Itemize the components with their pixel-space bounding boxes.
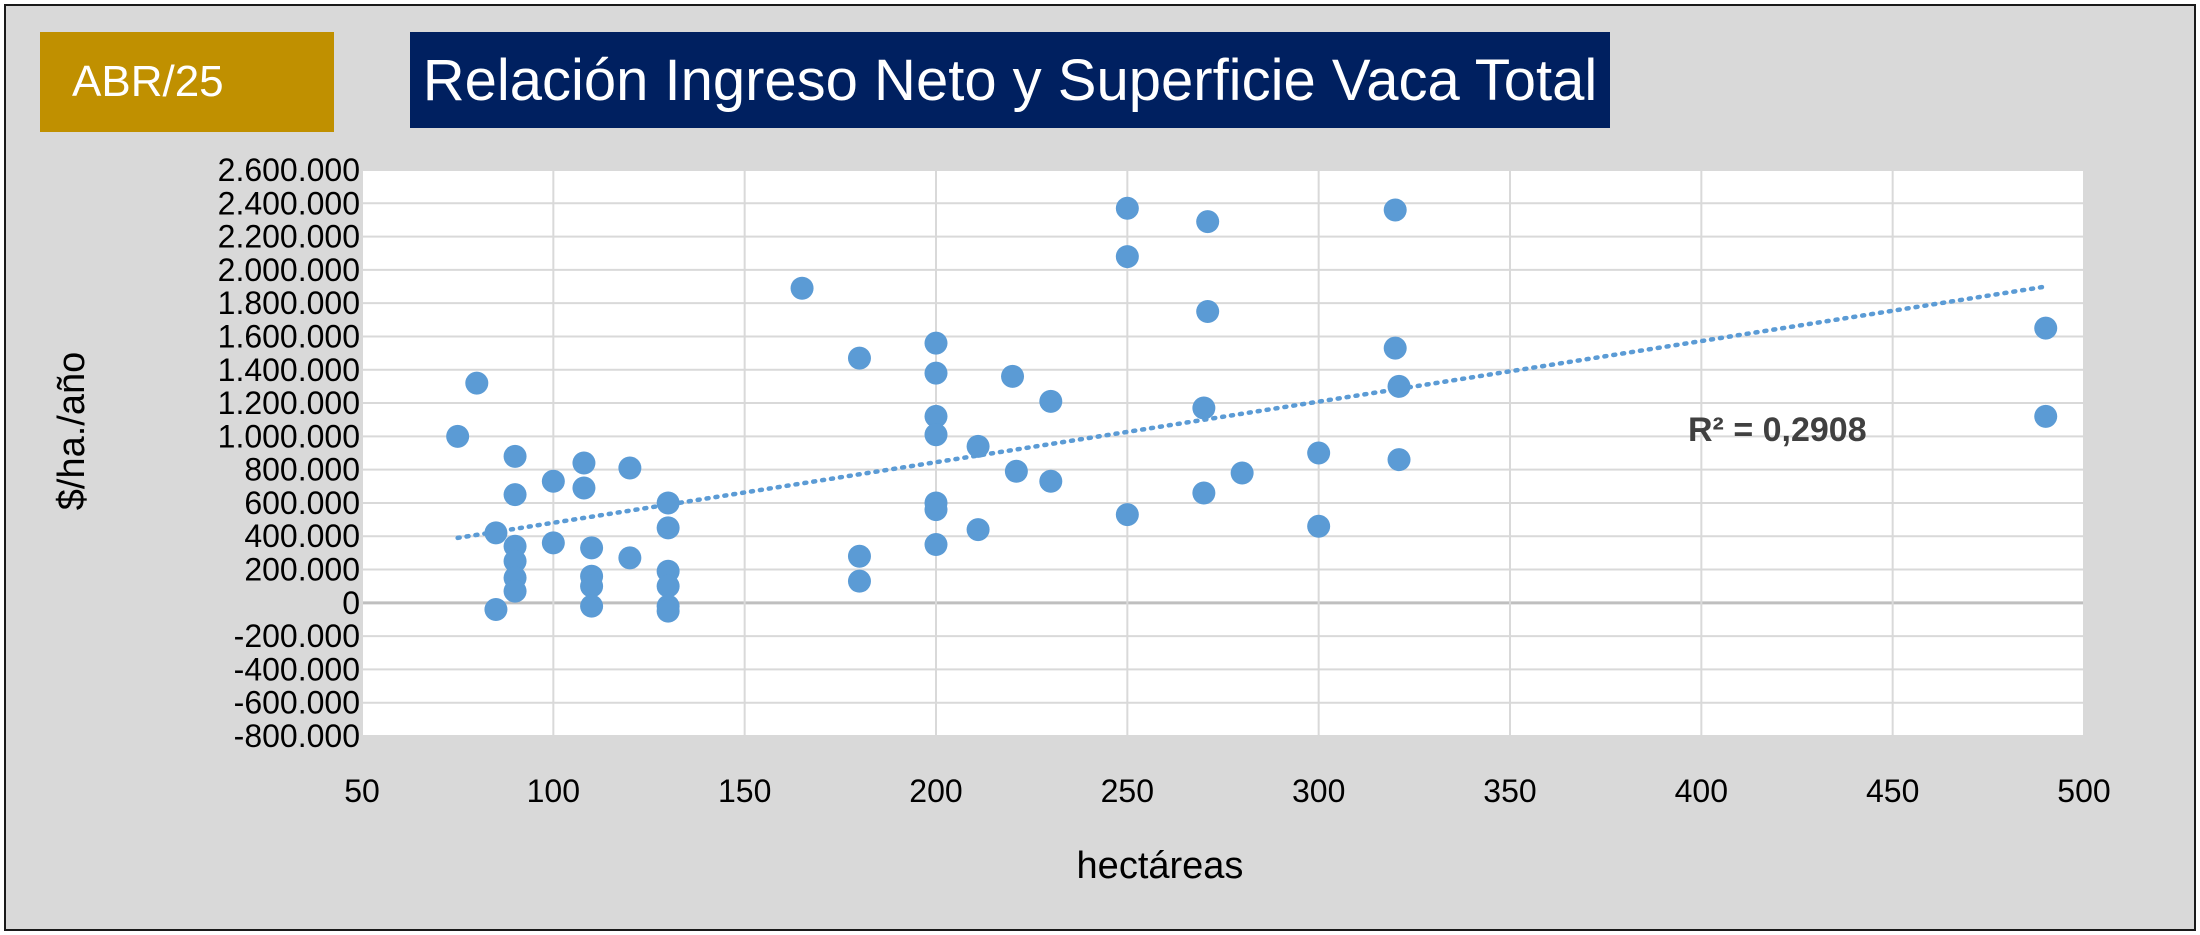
data-point — [618, 456, 642, 480]
x-axis-label: hectáreas — [1077, 845, 1244, 887]
plot-area — [362, 170, 2084, 736]
y-tick-label: 400.000 — [244, 518, 360, 554]
y-tick-label: 2.200.000 — [218, 219, 360, 255]
data-point — [847, 544, 871, 568]
data-point — [1115, 245, 1139, 269]
y-tick-label: 800.000 — [244, 452, 360, 488]
y-tick-label: 1.400.000 — [218, 352, 360, 388]
y-tick-label: -200.000 — [234, 618, 360, 654]
y-tick-label: 1.800.000 — [218, 285, 360, 321]
y-tick-label: 2.000.000 — [218, 252, 360, 288]
data-point — [656, 516, 680, 540]
data-point — [1307, 441, 1331, 465]
trendline — [455, 284, 2048, 541]
y-axis-ticks: 2.600.0002.400.0002.200.0002.000.0001.80… — [218, 152, 360, 754]
chart-title: Relación Ingreso Neto y Superficie Vaca … — [422, 47, 1598, 113]
data-point — [503, 444, 527, 468]
x-tick-label: 400 — [1675, 773, 1728, 809]
data-point — [1387, 374, 1411, 398]
data-point — [966, 518, 990, 542]
date-badge-label: ABR/25 — [72, 57, 224, 106]
x-axis-ticks: 50 100 150 200 250 300 350 400 450 500 — [344, 773, 2110, 809]
data-point — [541, 469, 565, 493]
y-tick-label: 1.600.000 — [218, 318, 360, 354]
data-point — [1004, 459, 1028, 483]
data-point — [1192, 481, 1216, 505]
y-tick-label: 2.400.000 — [218, 185, 360, 221]
data-points — [446, 196, 2058, 623]
data-point — [1307, 514, 1331, 538]
data-point — [572, 476, 596, 500]
data-point — [1039, 469, 1063, 493]
data-point — [656, 574, 680, 598]
x-tick-label: 450 — [1866, 773, 1919, 809]
y-tick-label: 0 — [342, 585, 360, 621]
data-point — [503, 549, 527, 573]
data-point — [656, 599, 680, 623]
r-squared-annotation: R² = 0,2908 — [1688, 411, 1867, 449]
x-tick-label: 500 — [2057, 773, 2110, 809]
data-point — [580, 594, 604, 618]
x-tick-label: 300 — [1292, 773, 1345, 809]
data-point — [847, 569, 871, 593]
data-point — [656, 491, 680, 515]
data-point — [924, 361, 948, 385]
data-point — [572, 451, 596, 475]
data-point — [924, 404, 948, 428]
data-point — [2034, 404, 2058, 428]
y-tick-label: -600.000 — [234, 685, 360, 721]
data-point — [1387, 448, 1411, 472]
data-point — [503, 579, 527, 603]
chart-title-box: Relación Ingreso Neto y Superficie Vaca … — [410, 32, 1610, 128]
data-point — [1230, 461, 1254, 485]
data-point — [580, 574, 604, 598]
y-tick-label: 1.200.000 — [218, 385, 360, 421]
data-point — [465, 371, 489, 395]
x-tick-label: 350 — [1483, 773, 1536, 809]
data-point — [790, 276, 814, 300]
data-point — [580, 536, 604, 560]
data-point — [924, 423, 948, 447]
data-point — [924, 498, 948, 522]
y-tick-label: 1.000.000 — [218, 418, 360, 454]
trendline-group — [455, 284, 2048, 541]
data-point — [1383, 336, 1407, 360]
data-point — [1383, 198, 1407, 222]
y-tick-label: 600.000 — [244, 485, 360, 521]
data-point — [1115, 196, 1139, 220]
y-tick-label: 2.600.000 — [218, 152, 360, 188]
data-point — [1192, 396, 1216, 420]
y-tick-label: 200.000 — [244, 552, 360, 588]
data-point — [1039, 389, 1063, 413]
data-point — [1196, 210, 1220, 234]
data-point — [541, 531, 565, 555]
data-point — [2034, 316, 2058, 340]
data-point — [847, 346, 871, 370]
x-tick-label: 50 — [344, 773, 380, 809]
data-point — [1115, 503, 1139, 527]
data-point — [484, 521, 508, 545]
data-point — [1196, 300, 1220, 323]
data-point — [1001, 364, 1025, 388]
y-tick-label: -800.000 — [234, 718, 360, 754]
data-point — [966, 434, 990, 458]
x-tick-label: 250 — [1101, 773, 1154, 809]
x-tick-label: 100 — [527, 773, 580, 809]
data-point — [484, 597, 508, 621]
data-point — [924, 331, 948, 355]
y-tick-label: -400.000 — [234, 651, 360, 687]
data-point — [618, 546, 642, 570]
x-tick-label: 200 — [909, 773, 962, 809]
data-point — [924, 533, 948, 557]
data-point — [503, 483, 527, 507]
y-axis-label: $/ha./año — [51, 352, 93, 510]
date-badge: ABR/25 — [40, 32, 334, 132]
gridlines — [361, 169, 2085, 737]
x-tick-label: 150 — [718, 773, 771, 809]
data-point — [446, 424, 470, 448]
